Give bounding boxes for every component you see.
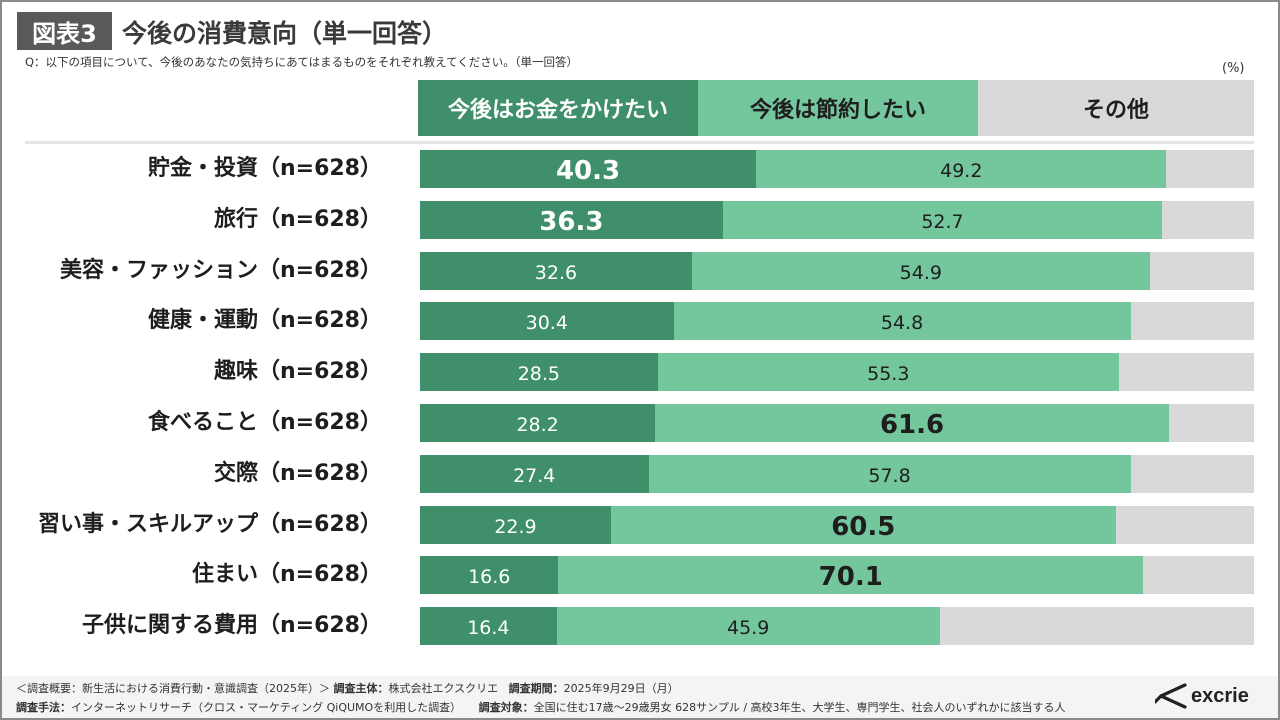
- data-label: 70.1: [818, 562, 883, 592]
- data-label: 60.5: [831, 512, 896, 542]
- bar-track-other: 16.6 70.1: [420, 556, 1254, 594]
- bar-track-other: 36.3 52.7: [420, 201, 1254, 239]
- data-label: 55.3: [867, 363, 910, 385]
- bar-track-other: 27.4 57.8: [420, 455, 1254, 493]
- footer: [2, 676, 1278, 718]
- data-label: 28.2: [516, 414, 559, 436]
- data-label: 16.4: [467, 617, 510, 639]
- data-label: 30.4: [525, 312, 568, 334]
- bar-segment-spend: [420, 404, 656, 442]
- figure-number-badge: 図表3: [17, 12, 112, 50]
- survey-overview: ＜調査概要：新生活における消費行動・意識調査（2025年）＞: [16, 682, 330, 695]
- bar-segment-save: [722, 201, 1163, 239]
- bar-segment-save: [673, 302, 1131, 340]
- footer-line-2: 調査手法：インターネットリサーチ（クロス・マーケティング QiQUMOを利用した…: [16, 699, 1066, 715]
- bar-segment-save: [691, 252, 1150, 290]
- sponsor-label: 調査主体：: [333, 682, 389, 695]
- bar-segment-save: [610, 506, 1116, 544]
- data-label: 40.3: [555, 156, 621, 186]
- category-label: 子供に関する費用（n=628）: [81, 613, 382, 638]
- header-divider: [25, 141, 1254, 144]
- category-label: 健康・運動（n=628）: [147, 308, 382, 333]
- data-label: 45.9: [727, 617, 770, 639]
- data-label: 16.6: [468, 566, 511, 588]
- period-value: 2025年9月29日（月）: [563, 682, 679, 695]
- bar-track-other: 28.2 61.6: [420, 404, 1254, 442]
- bar-segment-spend: [420, 556, 559, 594]
- legend-spend: 今後はお金をかけたい: [418, 80, 698, 136]
- category-label: 習い事・スキルアップ（n=628）: [37, 512, 382, 537]
- data-label: 22.9: [494, 516, 537, 538]
- bar-track-other: 16.4 45.9: [420, 607, 1254, 645]
- bar-track-other: 40.3 49.2: [420, 150, 1254, 188]
- bar-segment-spend: [420, 302, 674, 340]
- method-label: 調査手法：: [16, 701, 71, 714]
- data-label: 36.3: [539, 207, 604, 237]
- bar-segment-spend: [420, 252, 692, 290]
- sponsor-value: 株式会社エクスクリエ: [388, 682, 499, 695]
- data-label: 27.4: [513, 465, 556, 487]
- data-label: 54.8: [880, 312, 924, 334]
- legend-other: その他: [978, 80, 1254, 136]
- bar-segment-save: [756, 150, 1167, 188]
- bar-segment-save: [657, 353, 1119, 391]
- bar-segment-save: [648, 455, 1131, 493]
- bar-segment-save: [558, 556, 1144, 594]
- bar-track-other: 22.9 60.5: [420, 506, 1254, 544]
- bar-segment-save: [655, 404, 1169, 442]
- logo-mark-icon: [1155, 683, 1187, 709]
- category-label: 住まい（n=628）: [191, 562, 382, 587]
- footer-line-1: ＜調査概要：新生活における消費行動・意識調査（2025年）＞ 調査主体：株式会社…: [16, 680, 679, 696]
- bar-segment-spend: [420, 353, 658, 391]
- bar-segment-save: [556, 607, 940, 645]
- logo-text: excrie: [1191, 684, 1249, 707]
- chart-title: 今後の消費意向（単一回答）: [122, 19, 448, 48]
- data-label: 61.6: [879, 410, 945, 440]
- unit-label: (%): [1222, 61, 1245, 76]
- method-value: インターネットリサーチ（クロス・マーケティング QiQUMOを利用した調査）: [71, 701, 462, 714]
- survey-question: Q：以下の項目について、今後のあなたの気持ちにあてはまるものをそれぞれ教えてくだ…: [25, 55, 578, 69]
- bar-segment-spend: [420, 607, 557, 645]
- data-label: 57.8: [868, 465, 911, 487]
- category-label: 美容・ファッション（n=628）: [59, 258, 382, 283]
- category-label: 食べること（n=628）: [147, 410, 382, 435]
- bar-track-other: 32.6 54.9: [420, 252, 1254, 290]
- category-label: 貯金・投資（n=628）: [147, 156, 382, 181]
- bar-track-other: 28.5 55.3: [420, 353, 1254, 391]
- bar-segment-spend: [420, 506, 611, 544]
- category-label: 旅行（n=628）: [213, 207, 382, 232]
- target-value: 全国に住む17歳〜29歳男女 628サンプル / 高校3年生、大学生、専門学生、…: [533, 701, 1066, 714]
- legend-save: 今後は節約したい: [698, 80, 978, 136]
- bar-segment-spend: [420, 150, 757, 188]
- bar-segment-spend: [420, 455, 649, 493]
- category-label: 交際（n=628）: [213, 461, 382, 486]
- bar-segment-spend: [420, 201, 723, 239]
- data-label: 32.6: [534, 262, 578, 284]
- company-logo: excrie: [1155, 683, 1249, 709]
- period-label: 調査期間：: [508, 682, 564, 695]
- category-label: 趣味（n=628）: [213, 359, 382, 384]
- bar-track-other: 30.4 54.8: [420, 302, 1254, 340]
- data-label: 28.5: [517, 363, 560, 385]
- data-label: 49.2: [940, 160, 983, 182]
- data-label: 52.7: [921, 211, 964, 233]
- target-label: 調査対象：: [478, 701, 534, 714]
- data-label: 54.9: [899, 262, 942, 284]
